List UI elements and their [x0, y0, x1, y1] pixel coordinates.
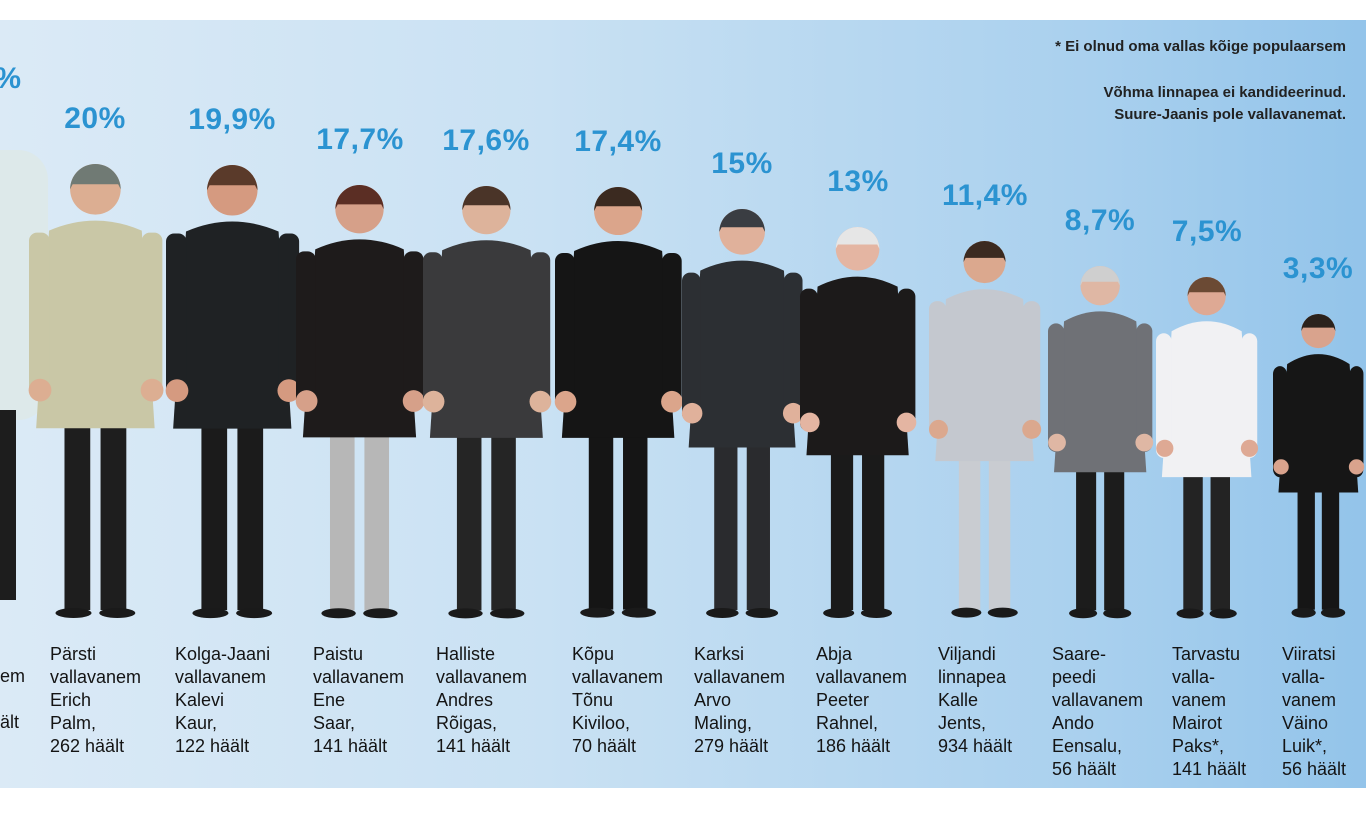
person-figure: [28, 164, 164, 618]
person-figure: [681, 209, 804, 618]
category-caption: Kolga-Jaani vallavanem Kalevi Kaur, 122 …: [175, 644, 271, 756]
person-figure: [800, 227, 917, 618]
note-asterisk: * Ei olnud oma vallas kõige populaarsem: [1055, 38, 1346, 55]
cropped-percent-label: %: [0, 62, 22, 96]
percent-label: 17,6%: [442, 123, 530, 157]
category-caption: Tarvastu valla- vanem Mairot Paks*, 141 …: [1172, 644, 1247, 779]
person-figure: [165, 164, 300, 618]
percent-label: 17,7%: [316, 122, 404, 156]
chart-panel: * Ei olnud oma vallas kõige populaarsem …: [0, 20, 1366, 788]
percent-label: 3,3%: [1282, 252, 1354, 286]
percent-label: 11,4%: [942, 179, 1028, 213]
person-figure: [929, 241, 1042, 618]
category-caption: Saare- peedi vallavanem Ando Eensalu, 56…: [1052, 644, 1144, 779]
person-figure: [1272, 314, 1364, 618]
percent-label: 8,7%: [1064, 203, 1136, 237]
person-figure: [296, 184, 425, 618]
person-figure: [1047, 265, 1154, 618]
percent-label: 19,9%: [188, 102, 276, 136]
category-caption: Abja vallavanem Peeter Rahnel, 186 häält: [816, 644, 908, 756]
note-vohma: Võhma linnapea ei kandideerinud.: [1103, 84, 1346, 101]
percent-label: 17,4%: [574, 125, 662, 159]
category-caption: Pärsti vallavanem Erich Palm, 262 häält: [50, 644, 142, 756]
person-figure: [422, 185, 551, 618]
category-caption: Karksi vallavanem Arvo Maling, 279 häält: [694, 644, 786, 756]
category-caption: Viiratsi valla- vanem Väino Luik*, 56 hä…: [1282, 644, 1347, 779]
percent-label: 20%: [64, 102, 126, 135]
person-figure: [554, 187, 683, 618]
category-caption: Paistu vallavanem Ene Saar, 141 häält: [313, 644, 405, 756]
person-figure: [1156, 276, 1259, 618]
cropped-caption: em ält: [0, 666, 26, 732]
percent-label: 15%: [711, 147, 773, 180]
category-caption: Viljandi linnapea Kalle Jents, 934 häält: [938, 644, 1013, 756]
category-caption: Halliste vallavanem Andres Rõigas, 141 h…: [436, 644, 528, 756]
percent-label: 13%: [827, 165, 889, 198]
note-suure-jaani: Suure-Jaanis pole vallavanemat.: [1114, 106, 1346, 123]
category-caption: Kõpu vallavanem Tõnu Kiviloo, 70 häält: [572, 644, 664, 756]
percent-label: 7,5%: [1171, 214, 1243, 248]
